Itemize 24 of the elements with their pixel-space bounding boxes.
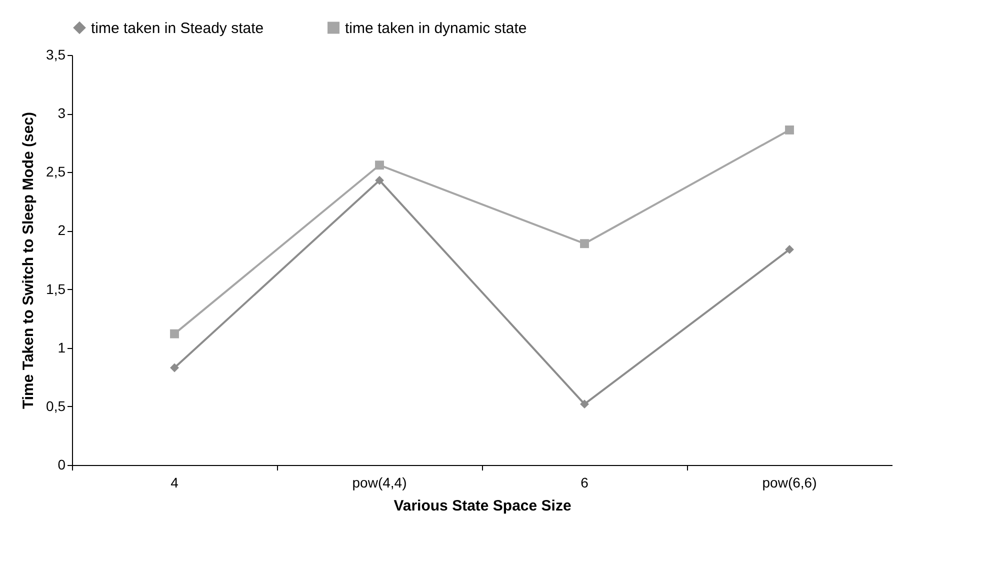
point (375, 160, 384, 170)
x-tick-label: pow(4,4) (352, 474, 407, 490)
x-tick-label: pow(6,6) (762, 474, 817, 490)
point (785, 126, 794, 134)
y-tick-label: 0 (58, 456, 66, 472)
point (170, 363, 179, 372)
y-tick-label: 1,5 (46, 280, 66, 297)
x-axis-title: Various State Space Size (394, 498, 572, 514)
y-tick-label: 2 (58, 222, 66, 238)
legend-label: time taken in Steady state (91, 20, 264, 37)
point (375, 176, 384, 185)
y-axis-title: Time Taken to Switch to Sleep Mode (sec) (20, 112, 38, 410)
point (580, 400, 589, 409)
y-tick-label: 0,5 (46, 398, 66, 414)
y-tick-label: 2,5 (46, 164, 66, 180)
y-tick-label: 3 (58, 105, 66, 122)
x-tick-label: 6 (580, 474, 589, 490)
y-tick-label: 1 (58, 339, 66, 356)
y-tick-label: 3,5 (46, 46, 66, 62)
point (170, 329, 179, 338)
point (580, 239, 589, 248)
point (785, 244, 794, 254)
x-tick-label: 4 (170, 474, 179, 490)
legend-label: time taken in dynamic state (345, 20, 527, 37)
